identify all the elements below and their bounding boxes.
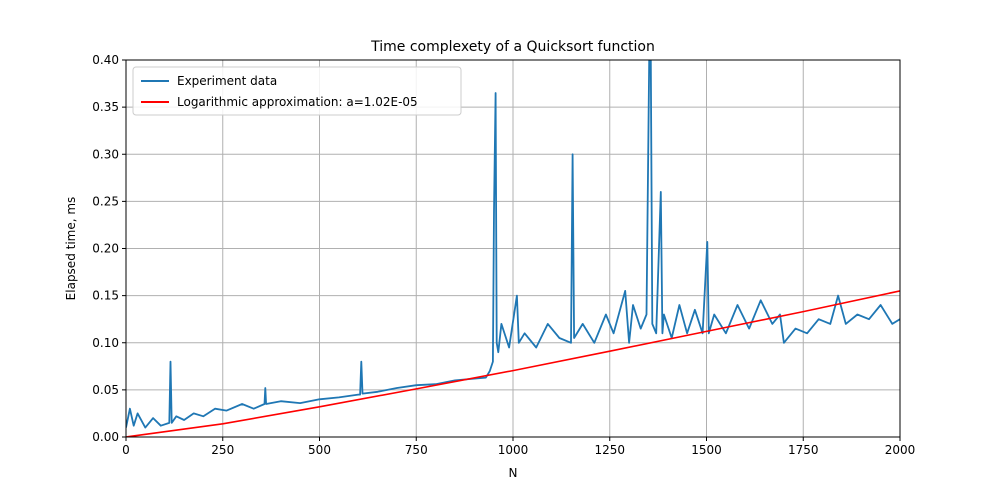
y-axis-label: Elapsed time, ms — [64, 197, 78, 301]
x-axis-label: N — [509, 466, 518, 480]
y-tick-label: 0.15 — [92, 289, 119, 303]
x-tick-label: 1750 — [788, 443, 819, 457]
x-tick-label: 1000 — [498, 443, 529, 457]
tick-layer: 0 250 500 750 1000 1250 1500 1750 2000 0.00 0.05 0.… — [92, 53, 915, 457]
x-tick-label: 1250 — [594, 443, 625, 457]
chart-title: Time complexety of a Quicksort function — [370, 39, 655, 55]
x-tick-label: 750 — [405, 443, 428, 457]
legend-label-experiment: Experiment data — [177, 74, 277, 88]
legend-box — [132, 66, 462, 116]
x-tick-label: 1500 — [691, 443, 722, 457]
legend-label-approximation: Logarithmic approximation: a=1.02E-05 — [177, 95, 418, 109]
logarithmic-approximation-line — [126, 290, 900, 437]
experiment-data-line — [126, 60, 900, 429]
y-tick-label: 0.20 — [92, 242, 119, 256]
x-tick-label: 250 — [211, 443, 234, 457]
grid-layer — [125, 59, 901, 438]
x-tick-label: 2000 — [885, 443, 916, 457]
series-layer — [126, 60, 900, 437]
x-tick-label: 500 — [308, 443, 331, 457]
y-tick-label: 0.35 — [92, 100, 119, 114]
y-tick-label: 0.40 — [92, 53, 119, 67]
x-tick-label: 0 — [122, 443, 130, 457]
legend: Experiment data Logarithmic approximatio… — [132, 66, 462, 116]
y-tick-label: 0.30 — [92, 147, 119, 161]
y-tick-label: 0.00 — [92, 430, 119, 444]
y-tick-label: 0.05 — [92, 383, 119, 397]
y-tick-label: 0.25 — [92, 194, 119, 208]
y-tick-label: 0.10 — [92, 336, 119, 350]
